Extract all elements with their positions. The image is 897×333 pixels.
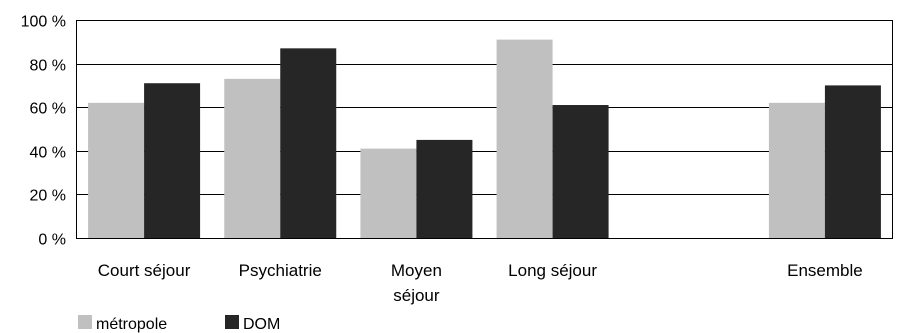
legend-label-métropole: métropole <box>96 316 167 333</box>
bar-dom <box>280 48 337 239</box>
bar-métropole <box>768 102 825 238</box>
y-tick-label: 100 % <box>21 14 66 31</box>
bar-métropole <box>360 148 417 238</box>
bar-dom <box>824 85 881 239</box>
category-labels: Court séjour Psychiatrie Moyen séjour Long s… <box>98 261 863 305</box>
legend-label-dom: DOM <box>243 316 280 333</box>
bars <box>88 39 881 239</box>
bar-métropole <box>88 102 145 238</box>
y-tick-label: 60 % <box>30 101 66 118</box>
category-label: Psychiatrie <box>239 261 322 280</box>
legend-swatch-métropole <box>78 315 92 329</box>
legend-swatch-dom <box>225 315 239 329</box>
y-tick-label: 20 % <box>30 188 66 205</box>
axes <box>76 20 893 239</box>
bar-métropole <box>224 78 281 238</box>
y-tick-label: 40 % <box>30 145 66 162</box>
bar-dom <box>144 83 201 238</box>
category-label: Moyen séjour <box>391 261 442 305</box>
bar-métropole <box>496 39 553 239</box>
legend: métropole DOM <box>78 315 280 333</box>
y-tick-labels: 0 % 20 % 40 % 60 % 80 % 100 % <box>21 14 66 249</box>
y-tick-label: 80 % <box>30 58 66 75</box>
bar-dom <box>552 105 609 239</box>
category-label: Long séjour <box>508 261 597 280</box>
bar-dom <box>416 139 473 238</box>
category-label: Court séjour <box>98 261 191 280</box>
y-tick-label: 0 % <box>38 232 66 249</box>
category-label: Ensemble <box>787 261 863 280</box>
